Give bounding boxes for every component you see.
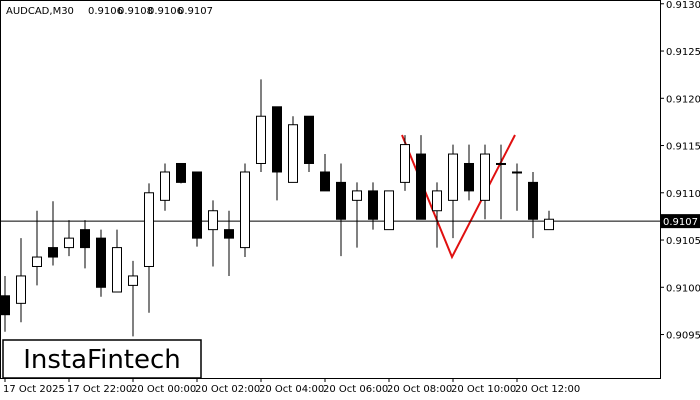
candle-body bbox=[272, 106, 282, 173]
candle-body bbox=[176, 162, 186, 183]
candle-body bbox=[240, 171, 250, 249]
y-tick-label: 0.9100 bbox=[666, 283, 700, 294]
y-tick-label: 0.9130 bbox=[666, 0, 700, 11]
x-tick-label: 17 Oct 22:00 bbox=[67, 384, 132, 395]
candle-body bbox=[128, 275, 138, 286]
y-tick-label: 0.9120 bbox=[666, 94, 700, 105]
candle-body bbox=[288, 124, 298, 183]
candle-body bbox=[336, 181, 346, 220]
candle-body bbox=[512, 171, 522, 174]
candle-body bbox=[256, 115, 266, 164]
y-tick-label: 0.9110 bbox=[666, 189, 700, 200]
candle-body bbox=[80, 229, 90, 249]
y-tick-label: 0.9105 bbox=[666, 236, 700, 247]
y-tick-label: 0.9095 bbox=[666, 331, 700, 342]
candle-body bbox=[352, 190, 362, 201]
candle-body bbox=[160, 171, 170, 201]
x-tick-label: 20 Oct 12:00 bbox=[515, 384, 580, 395]
candle-body bbox=[96, 237, 106, 288]
header-value: 0.9108 bbox=[118, 6, 153, 17]
logo-box bbox=[2, 339, 202, 379]
candle-body bbox=[464, 162, 474, 192]
x-tick-label: 20 Oct 00:00 bbox=[131, 384, 196, 395]
current-price-label: 0.9107 bbox=[663, 217, 698, 228]
header-value: 0.9106 bbox=[148, 6, 183, 17]
candle-body bbox=[400, 144, 410, 183]
x-tick-label: 20 Oct 10:00 bbox=[451, 384, 516, 395]
x-tick-label: 20 Oct 06:00 bbox=[323, 384, 388, 395]
candle-body bbox=[208, 210, 218, 231]
candle-body bbox=[64, 237, 74, 249]
x-tick-label: 20 Oct 02:00 bbox=[195, 384, 260, 395]
candle-body bbox=[48, 247, 58, 258]
candle-body bbox=[368, 190, 378, 220]
candle-body bbox=[192, 171, 202, 239]
candle-body bbox=[224, 229, 234, 239]
candle-body bbox=[416, 153, 426, 220]
candle-body bbox=[432, 190, 442, 212]
candle-body bbox=[496, 162, 506, 165]
current-price-box bbox=[660, 214, 700, 229]
logo-text: InstaFintech bbox=[23, 345, 181, 375]
x-tick-label: 20 Oct 08:00 bbox=[387, 384, 452, 395]
candle-body bbox=[544, 218, 554, 231]
header-value: 0.9107 bbox=[178, 6, 213, 17]
candle-body bbox=[480, 153, 490, 201]
candle-body bbox=[144, 192, 154, 267]
candle-body bbox=[528, 181, 538, 220]
candle-body bbox=[304, 115, 314, 164]
candle-body bbox=[0, 295, 10, 316]
symbol: AUDCAD,M30 bbox=[6, 6, 74, 17]
y-tick-label: 0.9125 bbox=[666, 47, 700, 58]
candle-body bbox=[384, 190, 394, 231]
candle-body bbox=[320, 171, 330, 192]
candle-body bbox=[448, 153, 458, 201]
logo: InstaFintech bbox=[2, 339, 202, 379]
x-tick-label: 20 Oct 04:00 bbox=[259, 384, 324, 395]
header-value: 0.9106 bbox=[88, 6, 123, 17]
plot-frame bbox=[0, 0, 661, 379]
y-tick-label: 0.9115 bbox=[666, 142, 700, 153]
candle-body bbox=[112, 247, 122, 293]
candle-body bbox=[32, 256, 42, 267]
candle-body bbox=[16, 275, 26, 304]
x-tick-label: 17 Oct 2025 bbox=[3, 384, 65, 395]
